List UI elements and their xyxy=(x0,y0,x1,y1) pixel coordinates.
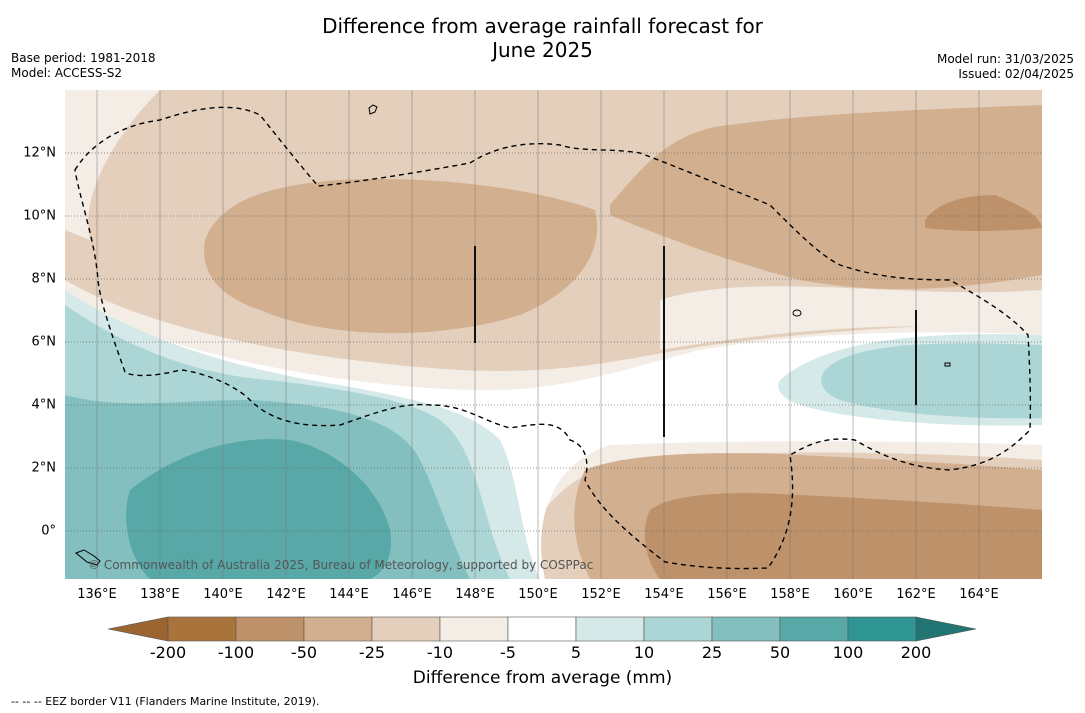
lat-label: 8°N xyxy=(31,271,57,287)
band-brown-upper-left xyxy=(204,179,598,334)
lat-label: 0° xyxy=(41,523,56,539)
colorbar-label: -25 xyxy=(358,643,386,662)
colorbar xyxy=(107,616,977,642)
lon-label: 146°E xyxy=(392,587,432,602)
band-darker-brown-right xyxy=(925,195,1042,231)
colorbar-label: 200 xyxy=(900,643,932,662)
lon-label: 150°E xyxy=(518,587,558,602)
lat-label: 10°N xyxy=(23,208,56,224)
colorbar-low-arrow xyxy=(107,616,169,642)
issued-date: Issued: 02/04/2025 xyxy=(958,67,1074,81)
lat-label: 12°N xyxy=(23,145,56,161)
colorbar-title: Difference from average (mm) xyxy=(412,668,673,688)
lon-label: 136°E xyxy=(77,587,117,602)
band-right-light-teal xyxy=(821,343,1042,419)
map-copyright: © Commonwealth of Australia 2025, Bureau… xyxy=(88,558,594,572)
colorbar-label: -5 xyxy=(500,643,516,662)
colorbar-label: -10 xyxy=(426,643,454,662)
base-period: Base period: 1981-2018 xyxy=(11,51,156,65)
colorbar-label: 100 xyxy=(832,643,864,662)
lon-label: 140°E xyxy=(203,587,243,602)
meta-left: Base period: 1981-2018 Model: ACCESS-S2 xyxy=(11,51,156,81)
eez-footnote: -- -- -- EEZ border V11 (Flanders Marine… xyxy=(11,695,320,708)
band-light-brown-top-left xyxy=(65,90,160,240)
lon-label: 154°E xyxy=(644,587,684,602)
meta-right: Model run: 31/03/2025 Issued: 02/04/2025 xyxy=(937,52,1074,82)
lon-label: 142°E xyxy=(266,587,306,602)
model-run: Model run: 31/03/2025 xyxy=(936,52,1074,66)
lon-label: 138°E xyxy=(140,587,180,602)
lon-label: 156°E xyxy=(707,587,747,602)
title-line-1: Difference from average rainfall forecas… xyxy=(322,14,763,38)
band-dark-teal xyxy=(126,439,391,579)
lat-label: 4°N xyxy=(31,397,57,413)
model-name: Model: ACCESS-S2 xyxy=(11,66,123,80)
band-light-brown-right xyxy=(660,286,1042,350)
title-line-2: June 2025 xyxy=(492,38,593,62)
colorbar-high-arrow xyxy=(915,616,977,642)
colorbar-label: -200 xyxy=(149,643,187,662)
lon-label: 164°E xyxy=(959,587,999,602)
lon-label: 160°E xyxy=(833,587,873,602)
islands xyxy=(75,104,951,566)
lat-label: 2°N xyxy=(31,460,57,476)
map-title: Difference from average rainfall forecas… xyxy=(0,14,1085,62)
lon-label: 158°E xyxy=(770,587,810,602)
lon-label: 152°E xyxy=(581,587,621,602)
lat-label: 6°N xyxy=(31,334,57,350)
eez-border xyxy=(74,106,1032,570)
band-darker-brown-lower xyxy=(644,493,1042,579)
vertical-markers xyxy=(474,246,917,437)
map-field xyxy=(65,90,1042,579)
lon-label: 144°E xyxy=(329,587,369,602)
colorbar-label: 50 xyxy=(769,643,791,662)
colorbar-label: -100 xyxy=(217,643,255,662)
colorbar-label: 25 xyxy=(701,643,723,662)
lon-label: 148°E xyxy=(455,587,495,602)
latitude-gridlines xyxy=(65,152,1042,532)
colorbar-label: 10 xyxy=(633,643,655,662)
band-brown-upper-right xyxy=(610,105,1042,290)
colorbar-label: 5 xyxy=(570,643,582,662)
lon-label: 162°E xyxy=(896,587,936,602)
colorbar-label: -50 xyxy=(290,643,318,662)
